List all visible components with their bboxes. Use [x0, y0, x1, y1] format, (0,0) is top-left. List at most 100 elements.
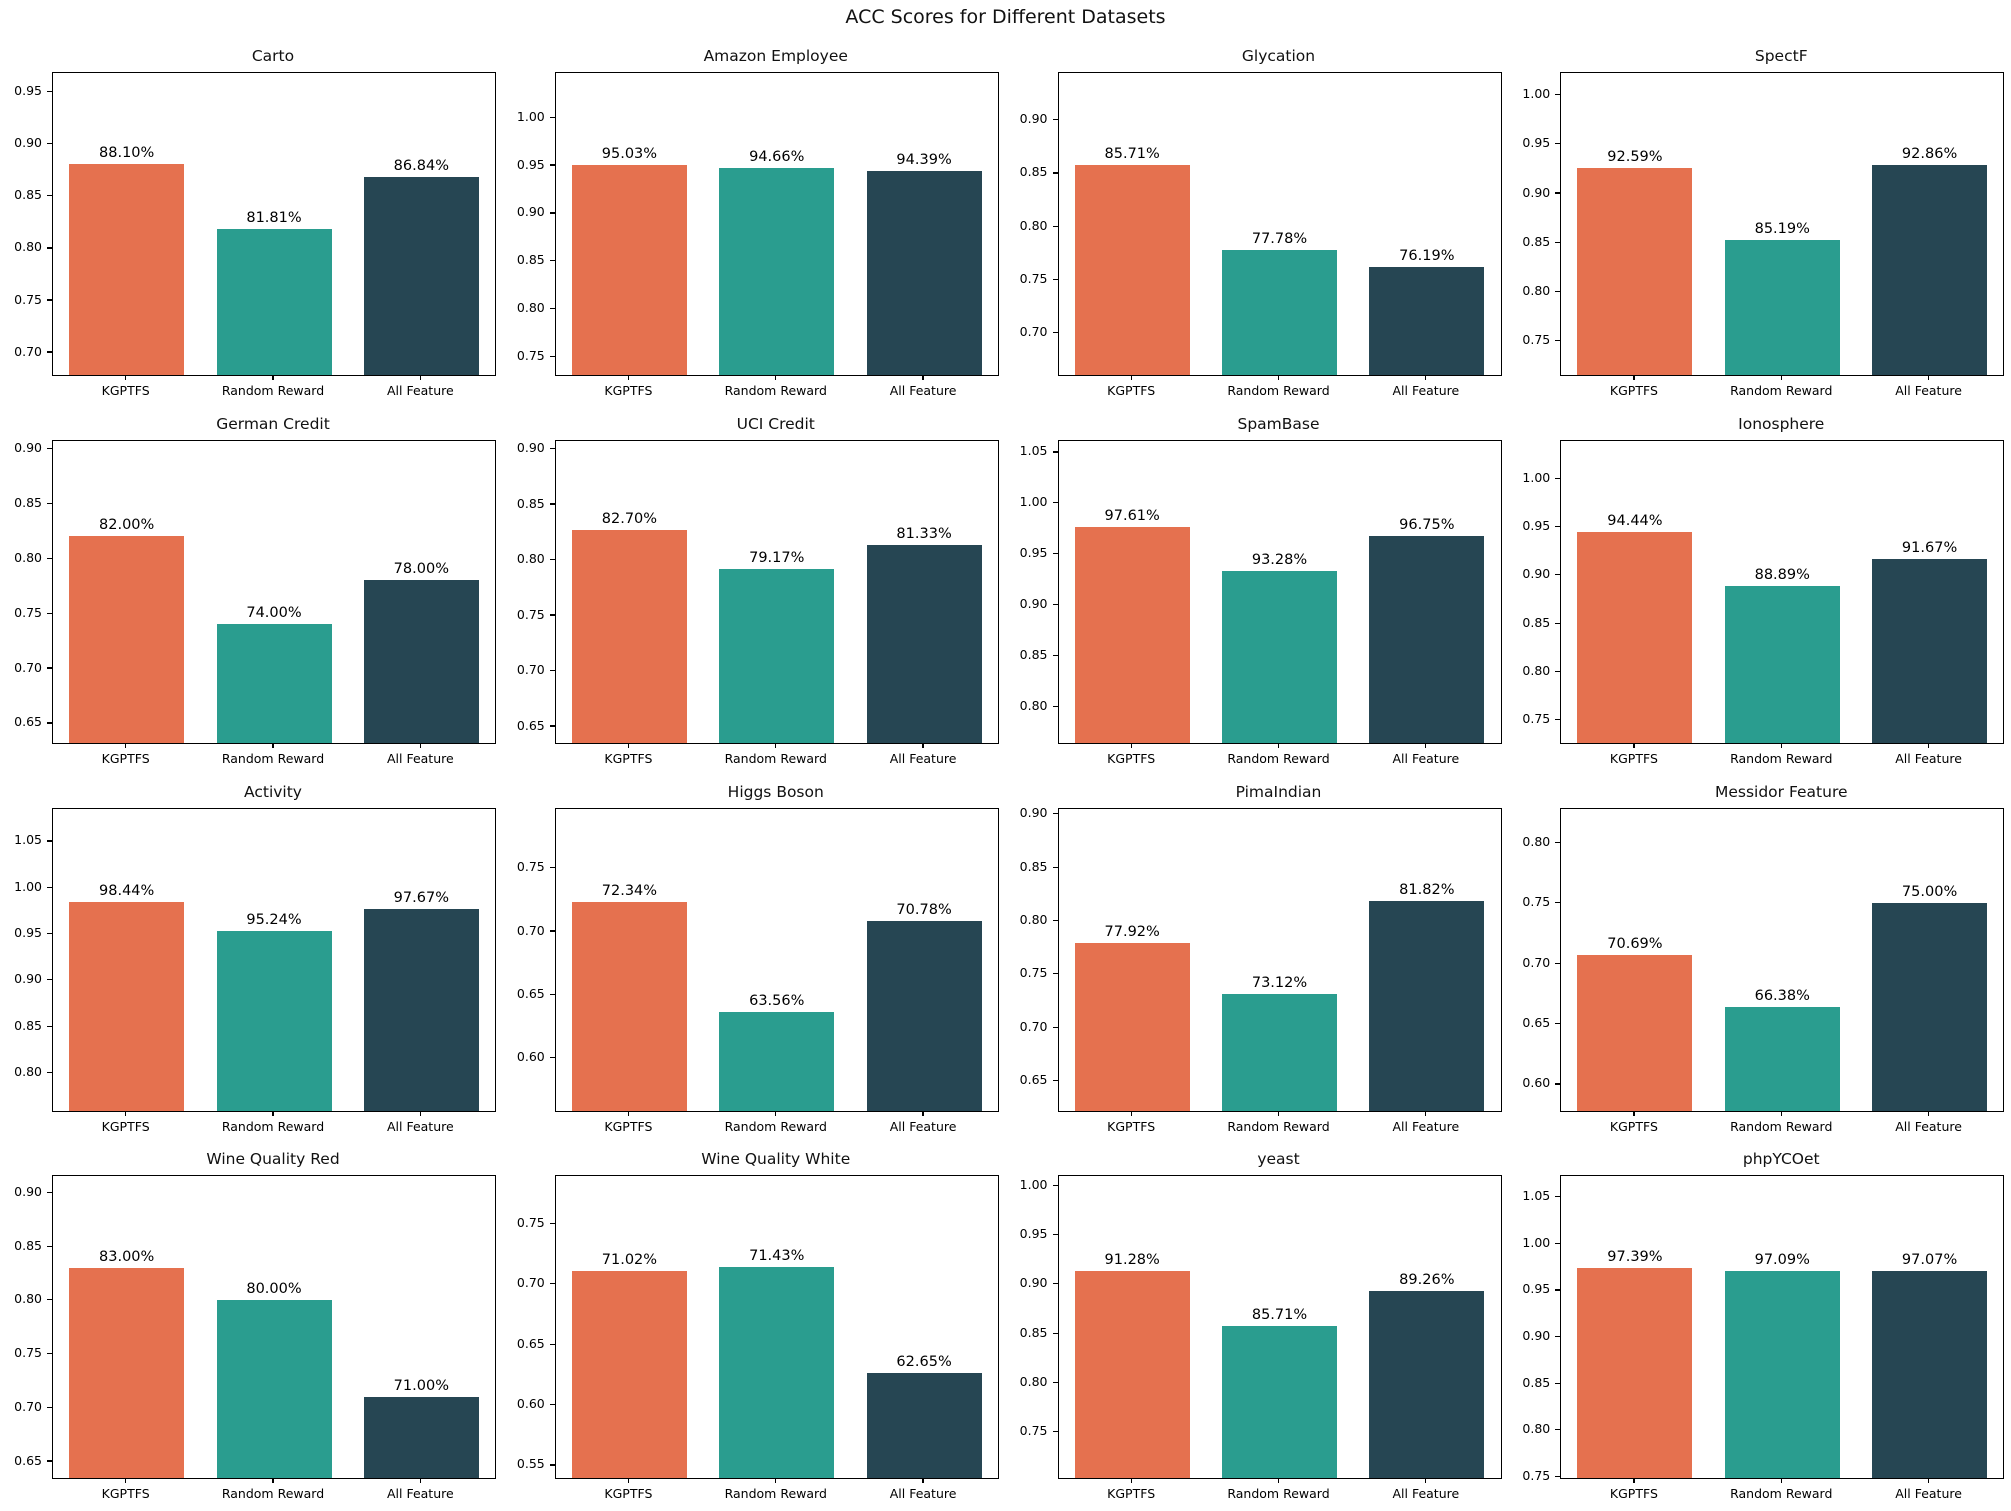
subplot-title: phpYCOet — [1742, 1150, 1820, 1169]
bar-all-feature — [1369, 1291, 1485, 1479]
bar-all-feature — [866, 1372, 982, 1479]
plot-area: 0.70 0.75 0.80 0.85 0.90 0.95 88.10% 81.81% 86.8… — [14, 72, 496, 376]
bar-value-label: 97.67% — [393, 889, 449, 906]
plot-area: 0.60 0.65 0.70 0.75 0.80 70.69% 66.38% 75.00% — [1522, 807, 2005, 1112]
plot-area: 0.75 0.80 0.85 0.90 0.95 1.00 91.28% 85.71% 89.2… — [1020, 1175, 1502, 1480]
y-tick-mark — [1555, 192, 1561, 194]
bar-value-label: 72.34% — [601, 882, 658, 899]
bar-value-label: 77.78% — [1251, 230, 1308, 247]
y-tick-mark — [47, 1299, 52, 1301]
y-tick-label: 0.70 — [14, 1398, 42, 1414]
bar-kgptfs — [1577, 954, 1693, 1111]
x-tick-label: Random Reward — [1730, 383, 1833, 398]
y-tick-label: 0.95 — [14, 83, 42, 99]
x-tick-label: Random Reward — [1227, 1118, 1330, 1134]
y-tick-label: 1.00 — [1019, 494, 1048, 510]
y-tick-label: 0.80 — [1522, 833, 1551, 849]
y-tick-mark — [47, 299, 52, 301]
y-tick-label: 0.90 — [1522, 184, 1551, 200]
x-tick-label: All Feature — [889, 383, 957, 398]
y-tick-mark — [1555, 241, 1561, 243]
bar-all-feature — [1369, 266, 1485, 375]
y-tick-label: 1.05 — [1019, 443, 1048, 459]
bar-value-label: 74.00% — [246, 605, 302, 622]
x-tick-label: All Feature — [889, 750, 957, 766]
y-tick-label: 0.80 — [14, 1064, 42, 1080]
subplot-wine-quality-red: Wine Quality Red 0.65 0.70 0.75 0.80 0.85 0.90… — [0, 1143, 503, 1511]
x-tick-mark — [125, 375, 127, 380]
subplot-title: Messidor Feature — [1714, 782, 1848, 801]
bar-value-label: 77.92% — [1104, 923, 1160, 940]
bar-all-feature — [1872, 558, 1988, 743]
x-tick-label: Random Reward — [1227, 383, 1330, 398]
y-tick-label: 0.75 — [1019, 1423, 1048, 1439]
y-tick-label: 0.90 — [516, 440, 545, 456]
bar-value-label: 63.56% — [749, 993, 805, 1010]
y-tick-label: 0.95 — [1522, 135, 1551, 151]
bar-kgptfs — [69, 901, 185, 1111]
y-tick-mark — [549, 356, 555, 358]
x-tick-label: All Feature — [1895, 383, 1962, 398]
x-tick-mark — [419, 742, 421, 748]
bar-kgptfs — [69, 1267, 185, 1479]
y-tick-label: 0.75 — [14, 604, 42, 620]
bar-value-label: 62.65% — [896, 1353, 952, 1370]
y-tick-mark — [47, 1460, 52, 1462]
y-tick-label: 0.85 — [1522, 614, 1551, 630]
x-tick-mark — [1130, 375, 1132, 380]
y-tick-mark — [47, 1352, 52, 1355]
y-tick-mark — [1555, 1083, 1561, 1085]
x-tick-label: Random Reward — [221, 750, 325, 766]
y-tick-mark — [1555, 622, 1561, 624]
subplot-title: Wine Quality White — [701, 1150, 851, 1169]
x-tick-mark — [627, 1110, 629, 1116]
y-tick-mark — [549, 725, 555, 727]
x-tick-mark — [272, 742, 274, 748]
x-tick-label: KGPTFS — [1107, 383, 1156, 398]
x-tick-label: KGPTFS — [101, 383, 150, 398]
y-tick-label: 0.70 — [14, 343, 42, 359]
x-tick-label: KGPTFS — [1107, 1486, 1156, 1502]
x-tick-label: KGPTFS — [1107, 1118, 1156, 1134]
y-tick-label: 0.85 — [516, 495, 545, 511]
subplot-title: Higgs Boson — [727, 782, 824, 801]
bar-value-label: 91.28% — [1104, 1252, 1160, 1269]
y-tick-label: 0.85 — [1522, 233, 1551, 249]
y-tick-mark — [1052, 1184, 1058, 1186]
x-tick-label: All Feature — [386, 1486, 454, 1502]
y-tick-label: 1.00 — [1522, 86, 1551, 102]
y-tick-mark — [549, 308, 555, 310]
y-tick-label: 0.85 — [14, 494, 42, 510]
bar-random-reward — [1724, 1006, 1840, 1111]
y-tick-label: 0.65 — [516, 717, 545, 733]
bar-all-feature — [1369, 901, 1485, 1111]
y-tick-mark — [1555, 1022, 1561, 1025]
bar-kgptfs — [69, 536, 185, 743]
subplot-title: Ionosphere — [1738, 414, 1825, 433]
bar-all-feature — [866, 921, 982, 1111]
subplot-phpycoet: phpYCOet 0.75 0.80 0.85 0.90 0.95 1.00 1.05 97.3… — [1508, 1143, 2011, 1511]
y-tick-mark — [1052, 1332, 1058, 1334]
bar-kgptfs — [1074, 1271, 1190, 1479]
y-tick-label: 0.80 — [1019, 1374, 1048, 1390]
y-tick-label: 0.60 — [516, 1048, 545, 1064]
bar-kgptfs — [1577, 167, 1693, 375]
bar-value-label: 71.02% — [601, 1252, 658, 1269]
y-tick-mark — [47, 351, 52, 353]
bar-value-label: 89.26% — [1399, 1272, 1455, 1289]
y-tick-mark — [1052, 1233, 1058, 1236]
y-tick-mark — [549, 1343, 555, 1345]
x-tick-label: Random Reward — [1227, 750, 1330, 766]
subplot-wine-quality-white: Wine Quality White 0.55 0.60 0.65 0.70 0.75 71… — [503, 1143, 1006, 1511]
x-tick-label: Random Reward — [724, 1118, 827, 1134]
y-tick-label: 0.75 — [516, 606, 545, 622]
x-tick-mark — [1780, 375, 1782, 380]
y-tick-mark — [47, 932, 52, 935]
y-tick-mark — [549, 447, 555, 450]
x-tick-mark — [1633, 742, 1635, 748]
x-tick-label: All Feature — [1895, 1486, 1962, 1502]
plot-area: 0.75 0.80 0.85 0.90 0.95 1.00 94.44% 88.89% 91.6… — [1522, 439, 2005, 744]
x-tick-label: KGPTFS — [604, 383, 653, 398]
x-tick-mark — [1425, 375, 1427, 380]
bar-kgptfs — [571, 164, 687, 375]
